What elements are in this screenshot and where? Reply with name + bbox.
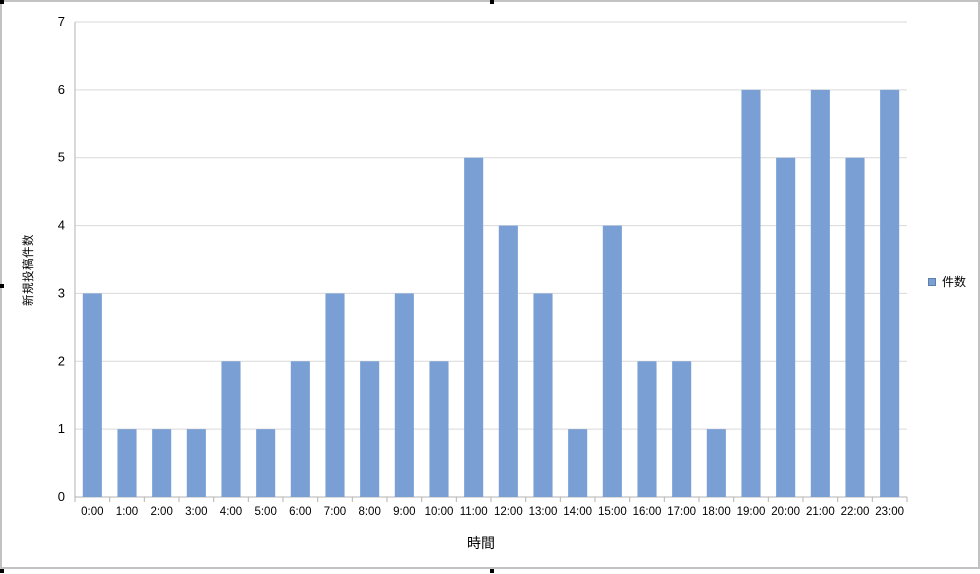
svg-text:4: 4 bbox=[58, 218, 65, 233]
svg-text:12:00: 12:00 bbox=[494, 506, 523, 518]
svg-text:5:00: 5:00 bbox=[254, 506, 276, 518]
svg-text:18:00: 18:00 bbox=[702, 506, 731, 518]
svg-text:2:00: 2:00 bbox=[150, 506, 172, 518]
svg-text:0: 0 bbox=[58, 489, 65, 504]
svg-text:19:00: 19:00 bbox=[737, 506, 766, 518]
svg-text:7:00: 7:00 bbox=[324, 506, 346, 518]
svg-text:14:00: 14:00 bbox=[563, 506, 592, 518]
svg-text:10:00: 10:00 bbox=[425, 506, 454, 518]
svg-text:11:00: 11:00 bbox=[460, 506, 488, 518]
svg-text:4:00: 4:00 bbox=[220, 506, 242, 518]
svg-text:0:00: 0:00 bbox=[81, 506, 103, 518]
svg-text:3: 3 bbox=[58, 285, 65, 300]
svg-text:6: 6 bbox=[58, 82, 65, 97]
svg-text:9:00: 9:00 bbox=[393, 506, 415, 518]
svg-text:6:00: 6:00 bbox=[289, 506, 311, 518]
svg-text:3:00: 3:00 bbox=[185, 506, 207, 518]
svg-text:7: 7 bbox=[58, 14, 65, 29]
svg-text:23:00: 23:00 bbox=[875, 506, 904, 518]
svg-text:13:00: 13:00 bbox=[529, 506, 558, 518]
svg-text:21:00: 21:00 bbox=[806, 506, 835, 518]
svg-text:8:00: 8:00 bbox=[358, 506, 380, 518]
svg-text:20:00: 20:00 bbox=[771, 506, 800, 518]
svg-text:16:00: 16:00 bbox=[633, 506, 662, 518]
svg-text:5: 5 bbox=[58, 150, 65, 165]
svg-text:22:00: 22:00 bbox=[841, 506, 870, 518]
svg-text:15:00: 15:00 bbox=[598, 506, 627, 518]
svg-text:17:00: 17:00 bbox=[667, 506, 696, 518]
svg-text:2: 2 bbox=[58, 353, 65, 368]
svg-text:1:00: 1:00 bbox=[116, 506, 138, 518]
svg-text:1: 1 bbox=[58, 421, 65, 436]
